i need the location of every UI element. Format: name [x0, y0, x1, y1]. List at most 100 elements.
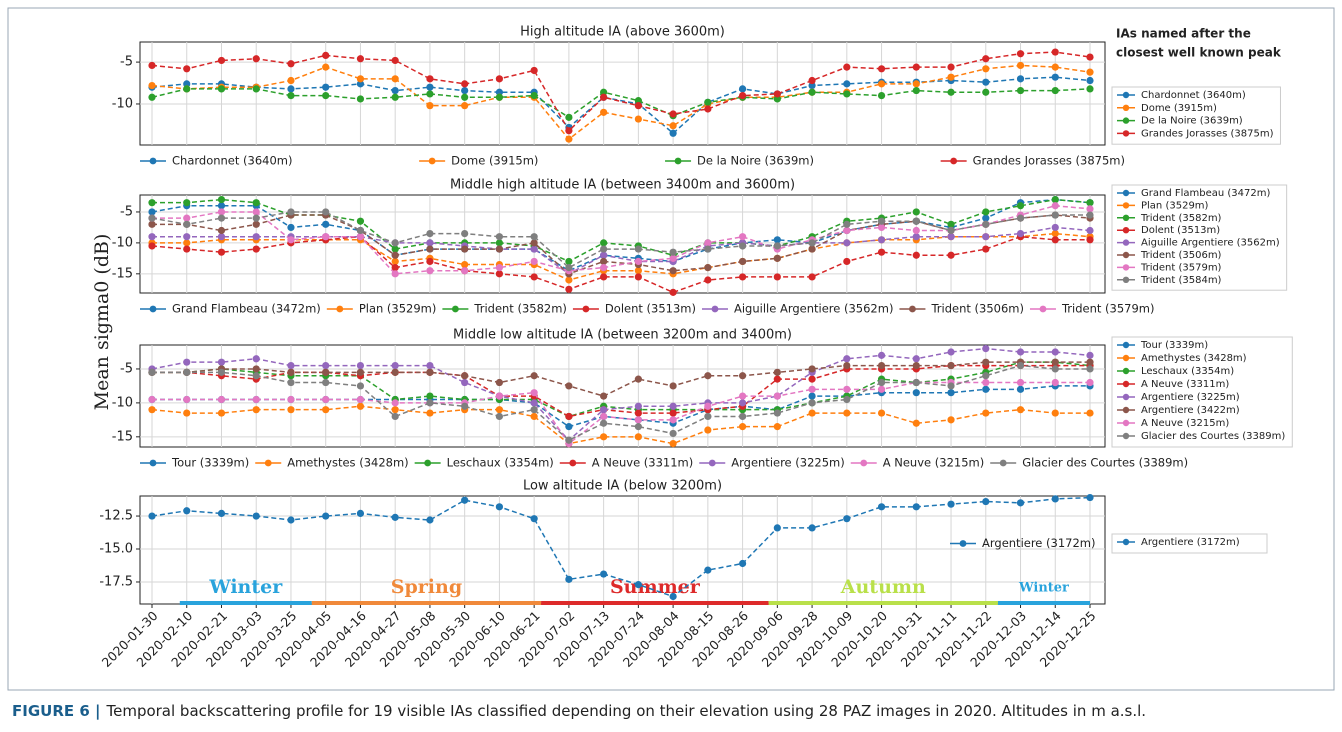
data-point	[183, 220, 191, 228]
data-point	[495, 378, 504, 387]
plot-area	[139, 344, 1106, 448]
data-point	[600, 412, 608, 421]
data-point	[495, 245, 504, 253]
data-point	[461, 93, 469, 101]
data-point	[530, 412, 538, 421]
legend-label: Argentiere (3225m)	[1141, 392, 1240, 403]
data-point	[773, 409, 781, 417]
data-point	[252, 355, 260, 363]
data-point	[287, 361, 295, 370]
data-point	[252, 55, 260, 63]
data-point	[808, 239, 816, 247]
data-point	[426, 245, 434, 253]
data-point	[391, 251, 399, 259]
data-point	[808, 385, 816, 393]
data-point	[738, 399, 747, 407]
data-point	[461, 372, 469, 380]
data-point	[1016, 378, 1025, 387]
data-point	[634, 581, 642, 589]
data-point	[461, 402, 469, 410]
legend-marker	[1122, 117, 1130, 124]
data-point	[461, 245, 469, 253]
data-point	[1086, 493, 1094, 502]
data-point	[600, 419, 608, 427]
data-point	[773, 236, 781, 244]
data-point	[1051, 48, 1059, 56]
data-point	[704, 402, 712, 410]
data-point	[912, 63, 920, 71]
data-point	[669, 429, 677, 438]
legend-marker	[1122, 380, 1130, 388]
data-point	[1086, 358, 1094, 366]
data-point	[252, 395, 260, 404]
data-point	[287, 85, 295, 93]
data-point	[565, 276, 573, 284]
data-point	[947, 389, 955, 397]
data-point	[530, 245, 538, 253]
legend-marker	[428, 157, 436, 165]
data-point	[322, 512, 330, 520]
data-point	[217, 56, 226, 65]
data-point	[1051, 236, 1059, 244]
data-point	[704, 98, 712, 106]
legend-marker	[1122, 432, 1130, 440]
data-point	[600, 239, 608, 247]
y-tick-label: -12.5	[99, 509, 133, 524]
y-tick-label: -5	[120, 204, 133, 219]
data-point	[877, 378, 886, 387]
season-bar	[541, 601, 769, 605]
y-tick-label: -5	[120, 55, 133, 70]
data-point	[600, 264, 608, 272]
data-point	[1016, 202, 1025, 210]
data-point	[148, 406, 156, 414]
data-point	[808, 245, 816, 253]
legend-label: Amethystes (3428m)	[287, 456, 408, 470]
data-point	[391, 368, 399, 376]
legend-marker	[1122, 419, 1130, 427]
data-point	[1051, 223, 1059, 232]
data-point	[669, 110, 677, 118]
data-point	[877, 385, 886, 393]
data-point	[600, 570, 608, 578]
data-point	[704, 426, 712, 434]
data-point	[982, 78, 990, 86]
data-point	[1086, 409, 1094, 417]
data-point	[634, 257, 642, 266]
data-point	[912, 378, 920, 387]
data-point	[322, 208, 330, 216]
data-point	[183, 80, 191, 88]
legend-marker	[1122, 251, 1130, 259]
data-point	[843, 63, 851, 71]
data-point	[287, 395, 295, 404]
data-point	[634, 267, 642, 275]
data-point	[426, 392, 434, 400]
data-point	[912, 233, 920, 241]
data-point	[356, 95, 365, 103]
data-point	[947, 88, 955, 96]
data-point	[738, 423, 747, 431]
data-point	[704, 372, 712, 380]
data-point	[1016, 75, 1025, 83]
data-point	[356, 368, 365, 376]
data-point	[148, 199, 156, 207]
data-point	[634, 433, 642, 441]
legend-box	[1111, 336, 1293, 448]
data-point	[356, 402, 365, 410]
data-point	[391, 56, 399, 65]
y-tick-label: -17.5	[99, 574, 133, 589]
data-point	[287, 91, 295, 100]
series-line	[151, 347, 1091, 442]
legend-label: Leschaux (3354m)	[447, 456, 554, 470]
data-point	[183, 507, 191, 515]
data-point	[1016, 348, 1025, 356]
data-point	[322, 51, 330, 59]
legend-label: Plan (3529m)	[1141, 200, 1209, 211]
data-point	[877, 248, 886, 256]
legend-marker	[149, 157, 157, 165]
data-point	[183, 368, 191, 376]
data-point	[287, 378, 295, 387]
data-point	[148, 93, 156, 101]
data-point	[738, 392, 747, 400]
data-point	[391, 93, 399, 101]
data-point	[252, 85, 260, 93]
